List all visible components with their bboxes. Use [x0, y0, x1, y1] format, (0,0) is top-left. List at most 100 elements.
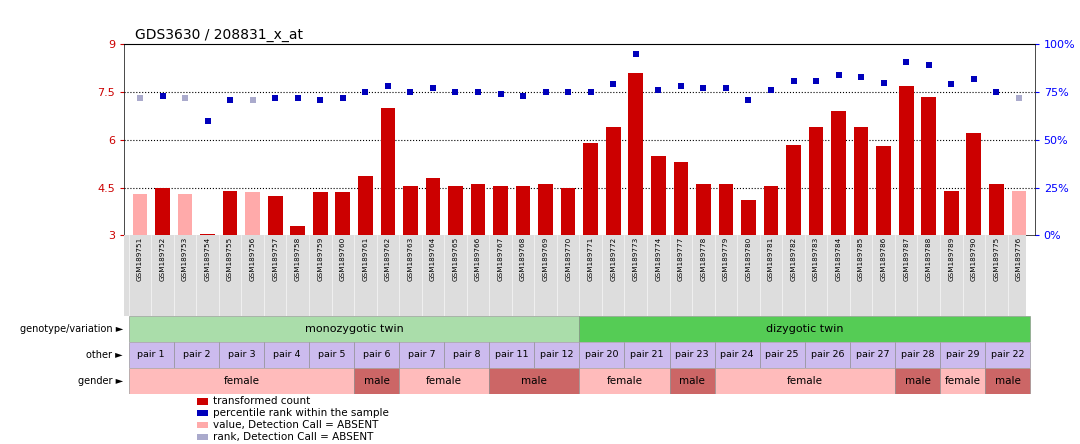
Point [717, 85, 734, 92]
Bar [1012, 191, 1026, 235]
Text: GSM189771: GSM189771 [588, 237, 594, 281]
Bar [178, 194, 192, 235]
Bar [129, 342, 174, 368]
Text: pair 26: pair 26 [811, 350, 845, 359]
Point [267, 94, 284, 101]
Bar [809, 127, 823, 235]
Point [312, 96, 329, 103]
Text: GSM189790: GSM189790 [971, 237, 976, 281]
Bar [354, 342, 400, 368]
Bar [895, 342, 940, 368]
Bar [850, 342, 895, 368]
Bar [489, 368, 579, 394]
Bar [786, 145, 801, 235]
Text: GSM189759: GSM189759 [318, 237, 323, 281]
Text: male: male [995, 376, 1021, 386]
Text: GSM189755: GSM189755 [227, 237, 233, 281]
Text: GSM189762: GSM189762 [384, 237, 391, 281]
Bar [336, 192, 350, 235]
Point [943, 81, 960, 88]
Bar [291, 226, 305, 235]
Text: pair 21: pair 21 [631, 350, 664, 359]
Text: GSM189772: GSM189772 [610, 237, 617, 281]
Bar [380, 108, 395, 235]
Text: GSM189777: GSM189777 [678, 237, 684, 281]
Bar [759, 342, 805, 368]
Point [153, 92, 171, 99]
Bar [741, 200, 756, 235]
Bar [985, 342, 1030, 368]
Point [537, 88, 554, 95]
Bar [264, 342, 309, 368]
Point [694, 85, 712, 92]
Bar [516, 186, 530, 235]
Point [966, 75, 983, 82]
Point [875, 79, 892, 86]
Text: male: male [522, 376, 548, 386]
Text: GSM189774: GSM189774 [656, 237, 661, 281]
Bar [715, 342, 759, 368]
Bar [197, 434, 208, 440]
Text: GSM189752: GSM189752 [160, 237, 165, 281]
Text: transformed count: transformed count [214, 396, 311, 406]
Text: male: male [679, 376, 705, 386]
Text: pair 3: pair 3 [228, 350, 255, 359]
Bar [624, 342, 670, 368]
Bar [895, 368, 940, 394]
Point [356, 88, 374, 95]
Text: GSM189769: GSM189769 [542, 237, 549, 281]
Bar [718, 184, 733, 235]
Text: male: male [364, 376, 390, 386]
Text: GSM189782: GSM189782 [791, 237, 797, 281]
Text: GSM189780: GSM189780 [745, 237, 752, 281]
Text: GSM189764: GSM189764 [430, 237, 436, 281]
Bar [245, 192, 260, 235]
Point [199, 117, 216, 124]
Bar [354, 368, 400, 394]
Text: GSM189753: GSM189753 [183, 237, 188, 281]
Bar [129, 316, 579, 342]
Bar [174, 342, 219, 368]
Point [627, 50, 645, 57]
Text: GSM189754: GSM189754 [204, 237, 211, 281]
Bar [921, 97, 936, 235]
Point [244, 96, 261, 103]
Bar [670, 342, 715, 368]
Point [672, 83, 689, 90]
Text: GSM189761: GSM189761 [362, 237, 368, 281]
Bar [670, 368, 715, 394]
Text: pair 12: pair 12 [540, 350, 573, 359]
Bar [489, 342, 535, 368]
Text: dizygotic twin: dizygotic twin [766, 324, 843, 334]
Bar [764, 186, 779, 235]
Text: pair 29: pair 29 [946, 350, 980, 359]
Bar [579, 316, 1030, 342]
Text: female: female [945, 376, 981, 386]
Point [897, 58, 915, 65]
Text: male: male [905, 376, 930, 386]
Bar [219, 342, 264, 368]
Text: GDS3630 / 208831_x_at: GDS3630 / 208831_x_at [135, 28, 303, 42]
Text: other ►: other ► [86, 350, 123, 360]
Text: gender ►: gender ► [78, 376, 123, 386]
Text: pair 1: pair 1 [137, 350, 165, 359]
Bar [967, 134, 981, 235]
Bar [400, 342, 444, 368]
Text: pair 24: pair 24 [720, 350, 754, 359]
Bar [129, 368, 354, 394]
Point [559, 88, 577, 95]
Text: pair 4: pair 4 [273, 350, 300, 359]
Bar [313, 192, 327, 235]
Bar [535, 342, 579, 368]
Text: GSM189789: GSM189789 [948, 237, 955, 281]
Bar [629, 73, 643, 235]
Text: GSM189756: GSM189756 [249, 237, 256, 281]
Point [447, 88, 464, 95]
Point [1010, 94, 1027, 101]
Point [650, 87, 667, 94]
Point [379, 83, 396, 90]
Point [470, 88, 487, 95]
Point [424, 85, 442, 92]
Text: female: female [786, 376, 823, 386]
Bar [197, 398, 208, 404]
